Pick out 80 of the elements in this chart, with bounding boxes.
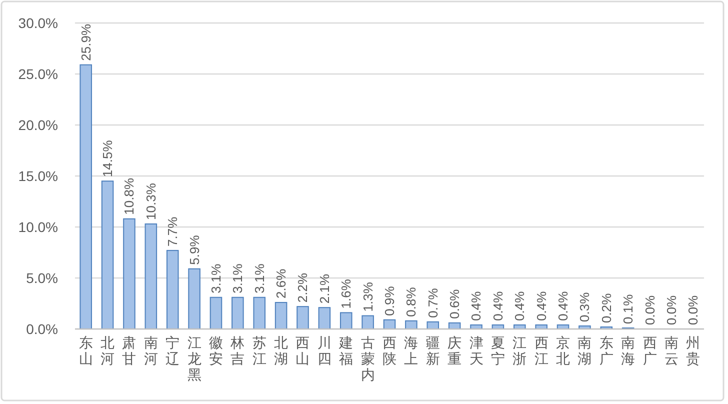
x-tick-label: 新疆 [426, 334, 442, 366]
data-label: 2.6% [274, 268, 289, 298]
x-tick-label: 广东 [599, 334, 616, 366]
x-tick-label: 河南 [144, 334, 160, 366]
data-label: 3.1% [252, 263, 267, 294]
data-label: 1.6% [338, 278, 354, 309]
data-label: 1.3% [360, 282, 376, 312]
data-label: 3.1% [208, 263, 224, 294]
bar [166, 250, 179, 330]
data-label: 0.4% [556, 290, 571, 321]
x-tick-label: 辽宁 [166, 334, 182, 366]
data-label: 5.9% [186, 234, 202, 265]
x-tick-label: 湖北 [274, 334, 290, 366]
bar [123, 218, 136, 330]
data-label: 0.2% [598, 292, 614, 323]
x-tick-label: 浙江 [512, 334, 529, 366]
data-label: 2.2% [295, 272, 310, 303]
x-tick-label: 宁夏 [490, 334, 507, 366]
data-label: 0.4% [534, 290, 549, 321]
x-tick-label: 吉林 [230, 334, 247, 366]
x-tick-label: 江西 [534, 334, 550, 366]
data-label: 7.7% [165, 216, 180, 246]
x-tick-label: 河北 [100, 334, 117, 366]
y-tick-label: 30.0% [18, 15, 58, 31]
x-tick-label: 甘肃 [122, 334, 138, 366]
data-label: 3.1% [230, 263, 246, 294]
x-tick-label: 黑龙江 [187, 334, 204, 382]
x-tick-label: 陕西 [382, 334, 398, 366]
x-tick-label: 重庆 [448, 334, 464, 366]
y-tick-label: 5.0% [26, 270, 58, 286]
x-tick-label: 福建 [338, 334, 356, 366]
data-label: 0.0% [664, 294, 679, 325]
bar [80, 64, 92, 330]
bar [188, 268, 200, 330]
bar [274, 302, 288, 330]
data-label: 0.4% [468, 290, 484, 321]
y-tick-label: 15.0% [18, 168, 58, 184]
y-tick-label: 0.0% [26, 321, 58, 337]
x-tick-label: 山东 [78, 334, 95, 366]
bar [232, 296, 244, 330]
data-label: 0.0% [642, 294, 658, 325]
bar [144, 223, 158, 330]
x-tick-label: 四川 [317, 334, 334, 366]
data-label: 0.6% [447, 288, 462, 319]
x-tick-label: 安徽 [208, 334, 225, 366]
data-label: 14.5% [100, 140, 116, 178]
data-label: 10.3% [143, 182, 158, 220]
x-tick-label: 山西 [296, 334, 312, 366]
bar [362, 315, 374, 330]
x-tick-label: 内蒙古 [360, 334, 377, 382]
x-tick-label: 天津 [469, 334, 486, 366]
x-tick-label: 海南 [621, 334, 638, 366]
bar [210, 296, 222, 330]
x-tick-label: 云南 [664, 334, 680, 366]
bar [318, 307, 331, 330]
bar [340, 312, 352, 330]
x-tick-label: 江苏 [252, 334, 268, 366]
y-tick-label: 20.0% [18, 117, 58, 133]
bar [296, 306, 309, 330]
data-label: 2.1% [316, 274, 332, 304]
data-label: 0.4% [490, 290, 506, 321]
data-label: 0.7% [425, 288, 440, 318]
y-tick-label: 25.0% [18, 66, 58, 82]
data-label: 10.8% [122, 178, 137, 215]
x-tick-label: 上海 [404, 334, 420, 366]
data-label: 0.9% [382, 286, 397, 316]
y-tick-label: 10.0% [18, 219, 58, 235]
x-tick-label: 湖南 [578, 334, 594, 366]
data-label: 0.1% [620, 294, 636, 324]
bar [405, 320, 418, 330]
data-label: 25.9% [78, 24, 94, 61]
x-tick-label: 北京 [556, 334, 572, 366]
bar [253, 296, 266, 330]
data-label: 0.0% [686, 294, 701, 325]
data-label: 0.3% [577, 292, 592, 322]
data-label: 0.8% [404, 286, 419, 317]
bar [101, 180, 114, 330]
x-tick-label: 贵州 [686, 334, 702, 366]
x-tick-label: 广西 [642, 334, 659, 366]
data-label: 0.4% [512, 290, 528, 321]
